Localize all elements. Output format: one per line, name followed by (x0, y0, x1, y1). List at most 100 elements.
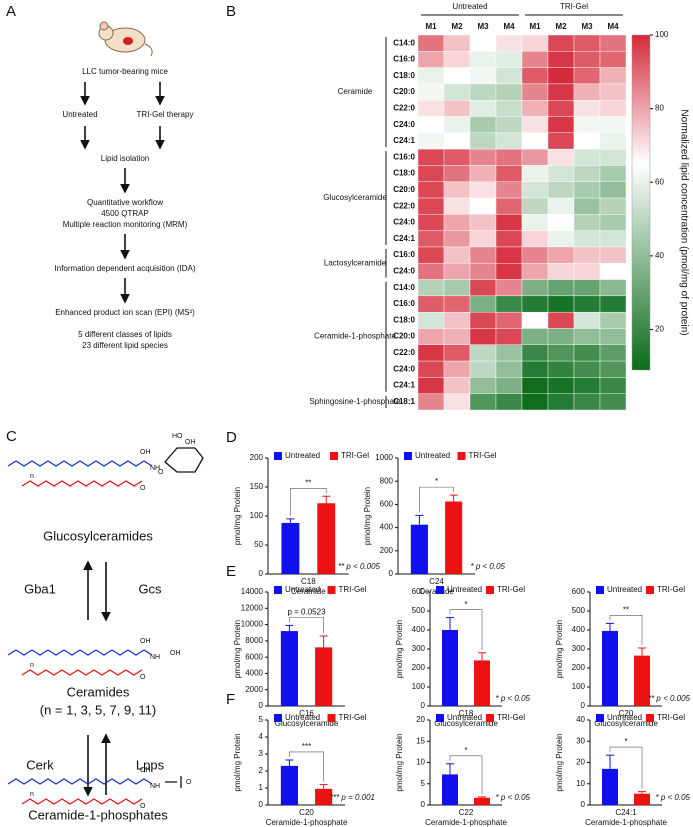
column-label: M1 (425, 22, 437, 31)
heat-cell (469, 148, 497, 166)
error-bar (415, 514, 424, 525)
heat-cell (443, 132, 471, 150)
y-tick-label: 100 (412, 682, 426, 691)
heat-cell (573, 132, 601, 150)
error-bar (606, 622, 614, 631)
row-label: C14:0 (393, 283, 415, 292)
step: 4500 QTRAP (101, 209, 149, 218)
heat-cell (547, 360, 575, 378)
y-tick-label: 10 (416, 758, 425, 767)
heat-cell (599, 165, 627, 182)
heat-cell (417, 230, 445, 248)
heat-cell (417, 83, 445, 101)
heat-cell (521, 360, 549, 378)
legend-swatch (274, 452, 282, 460)
y-tick-label: 0 (259, 800, 264, 809)
heat-cell (443, 230, 471, 248)
heat-cell (521, 132, 549, 150)
heat-cell (521, 83, 549, 101)
heat-cell (443, 279, 471, 297)
y-tick-label: 2000 (245, 685, 263, 694)
colorbar (631, 34, 651, 371)
legend-swatch (404, 452, 412, 460)
heat-cell (443, 263, 471, 280)
legend-swatch (330, 452, 338, 460)
bond (21, 798, 143, 805)
y-axis-label: pmol/mg Protein (395, 620, 404, 678)
heat-cell (573, 214, 601, 231)
heat-cell (417, 34, 445, 52)
legend-swatch (646, 714, 654, 722)
y-tick-label: 10 (576, 779, 585, 788)
heat-cell (521, 51, 549, 68)
heat-cell (469, 34, 497, 52)
heat-cell (417, 311, 445, 329)
heat-cell (469, 197, 497, 215)
heat-cell (547, 83, 575, 101)
colorbar-tick-label: 60 (655, 177, 664, 186)
heat-cell (599, 393, 627, 411)
heat-cell (521, 34, 549, 52)
legend-swatch (327, 714, 336, 722)
y-tick-label: 0 (421, 800, 426, 809)
p-note: ** p < 0.005 (338, 562, 381, 571)
heat-cell (599, 67, 627, 85)
y-tick-label: 400 (380, 523, 394, 532)
heat-cell (521, 148, 549, 166)
row-group: Ceramide-1-phosphate (314, 332, 396, 341)
step: Multiple reaction monitoring (MRM) (63, 220, 188, 229)
bar (634, 655, 650, 706)
heat-cell (469, 100, 497, 117)
error-bar (286, 518, 295, 523)
heat-cell (469, 214, 497, 231)
step: Lipid isolation (101, 154, 149, 163)
p-note: * p < 0.05 (496, 793, 531, 802)
bar (280, 765, 298, 805)
atom-label: n (30, 791, 34, 798)
error-bar (322, 495, 331, 504)
bar (445, 501, 463, 574)
colorbar-tick-label: 20 (655, 325, 664, 334)
row-label: C24:0 (393, 120, 415, 129)
x-axis-label: C18 (459, 709, 474, 718)
heat-cell (573, 165, 601, 182)
error-bar (478, 796, 486, 798)
heat-cell (547, 377, 575, 394)
heat-cell (469, 165, 497, 182)
step: 5 different classes of lipids (78, 330, 172, 339)
row-group: Lactosylceramide (324, 258, 387, 267)
heat-cell (521, 181, 549, 199)
heat-cell (521, 67, 549, 85)
row-label: C24:1 (393, 381, 415, 390)
heat-cell (573, 328, 601, 345)
heat-cell (547, 181, 575, 199)
y-tick-label: 0 (581, 701, 586, 710)
y-tick-label: 800 (380, 476, 394, 485)
significance-bracket (289, 751, 324, 782)
heat-cell (573, 83, 601, 101)
legend-label: Untreated (285, 451, 320, 460)
legend-label: TRI-Gel (657, 585, 685, 594)
pathway: C Glucosylceramides Gba1 Gcs Ceramides (… (6, 428, 204, 822)
legend-label: Untreated (447, 585, 482, 594)
atom-label: OH (140, 449, 151, 456)
x-axis-label: C18 (301, 577, 316, 586)
step: 23 different lipid species (82, 341, 168, 350)
heat-cell (599, 377, 627, 394)
heat-cell (417, 181, 445, 199)
heat-cell (573, 230, 601, 248)
column-group: Untreated (452, 2, 487, 11)
legend-label: TRI-Gel (339, 585, 367, 594)
significance-bracket (290, 487, 327, 516)
bar (634, 793, 650, 805)
heat-cell (443, 197, 471, 215)
error-bar (446, 763, 454, 775)
heat-cell (443, 246, 471, 264)
error-bar (285, 759, 294, 766)
p-note: *** p = 0.001 (330, 793, 375, 802)
significance-bracket (449, 755, 483, 794)
heat-cell (495, 83, 523, 101)
heat-cell (521, 116, 549, 134)
heat-cell (469, 295, 497, 313)
